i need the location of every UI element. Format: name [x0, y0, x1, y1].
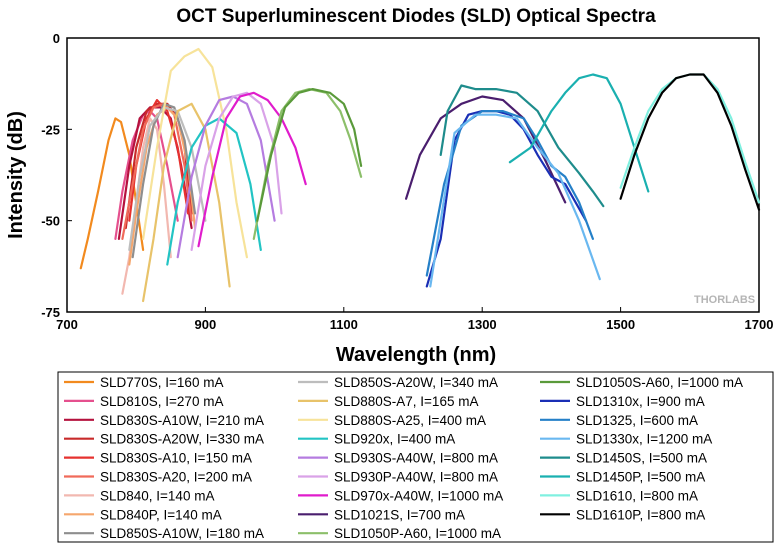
series-line: [142, 47, 248, 259]
legend-label: SLD930P-A40W, I=800 mA: [334, 470, 498, 485]
series-line: [508, 73, 650, 193]
series-line: [405, 95, 567, 204]
x-axis-title: Wavelength (nm): [336, 344, 496, 366]
legend-label: SLD830S-A20W, I=330 mA: [100, 432, 264, 447]
series-line: [121, 102, 193, 240]
legend-label: SLD840, I=140 mA: [100, 488, 214, 503]
legend-label: SLD1050P-A60, I=1000 mA: [334, 526, 501, 541]
legend-label: SLD920x, I=400 mA: [334, 432, 455, 447]
legend-label: SLD850S-A10W, I=180 mA: [100, 526, 264, 541]
legend-label: SLD810S, I=270 mA: [100, 394, 223, 409]
x-tick-label: 900: [195, 317, 217, 332]
series-layer: [79, 47, 761, 303]
x-tick-label: 1700: [745, 317, 774, 332]
chart-title: OCT Superluminescent Diodes (SLD) Optica…: [176, 6, 656, 27]
x-tick-label: 1500: [606, 317, 635, 332]
y-tick-label: -50: [41, 214, 60, 229]
series-line: [190, 91, 283, 251]
legend-label: SLD1325, I=600 mA: [576, 413, 698, 428]
series-line: [142, 102, 231, 303]
series-line: [166, 117, 262, 266]
legend-label: SLD840P, I=140 mA: [100, 507, 222, 522]
thorlabs-watermark: THORLABS: [694, 294, 755, 306]
legend-label: SLD1021S, I=700 mA: [334, 507, 465, 522]
legend-label: SLD970x-A40W, I=1000 mA: [334, 488, 503, 503]
legend-label: SLD880S-A7, I=165 mA: [334, 394, 478, 409]
series-line: [429, 113, 601, 288]
legend: SLD770S, I=160 mA SLD810S, I=270 mA SLD830…: [57, 371, 774, 543]
legend-label: SLD930S-A40W, I=800 mA: [334, 451, 498, 466]
series-line: [619, 73, 761, 211]
plot-area: THORLABS: [66, 37, 761, 313]
legend-label: SLD1450S, I=500 mA: [576, 451, 707, 466]
legend-label: SLD770S, I=160 mA: [100, 375, 223, 390]
y-axis-title: Intensity (dB): [5, 111, 27, 239]
legend-label: SLD830S-A10, I=150 mA: [100, 451, 252, 466]
x-tick-label: 700: [56, 317, 78, 332]
series-line: [439, 84, 605, 208]
x-axis: 700 900 1100 1300 1500 1700: [56, 307, 773, 332]
y-tick-label: -75: [41, 305, 60, 320]
legend-label: SLD1450P, I=500 mA: [576, 470, 705, 485]
series-line: [176, 95, 276, 259]
legend-label: SLD1330x, I=1200 mA: [576, 432, 712, 447]
legend-label: SLD1610, I=800 mA: [576, 488, 698, 503]
legend-label: SLD830S-A20, I=200 mA: [100, 470, 252, 485]
series-line: [197, 91, 307, 248]
legend-label: SLD830S-A10W, I=210 mA: [100, 413, 264, 428]
y-tick-label: -25: [41, 122, 60, 137]
legend-label: SLD850S-A20W, I=340 mA: [334, 375, 498, 390]
series-line: [256, 87, 363, 222]
legend-label: SLD1310x, I=900 mA: [576, 394, 705, 409]
y-tick-label: 0: [53, 31, 60, 46]
legend-label: SLD880S-A25, I=400 mA: [334, 413, 486, 428]
series-line: [425, 109, 595, 277]
legend-items: SLD770S, I=160 mA SLD810S, I=270 mA SLD830…: [64, 375, 743, 541]
x-tick-label: 1300: [468, 317, 497, 332]
legend-label: SLD1050S-A60, I=1000 mA: [576, 375, 743, 390]
y-axis: 0 -25 -50 -75: [41, 31, 72, 320]
x-tick-label: 1100: [330, 317, 358, 332]
legend-frame: [57, 371, 774, 543]
legend-label: SLD1610P, I=800 mA: [576, 507, 705, 522]
